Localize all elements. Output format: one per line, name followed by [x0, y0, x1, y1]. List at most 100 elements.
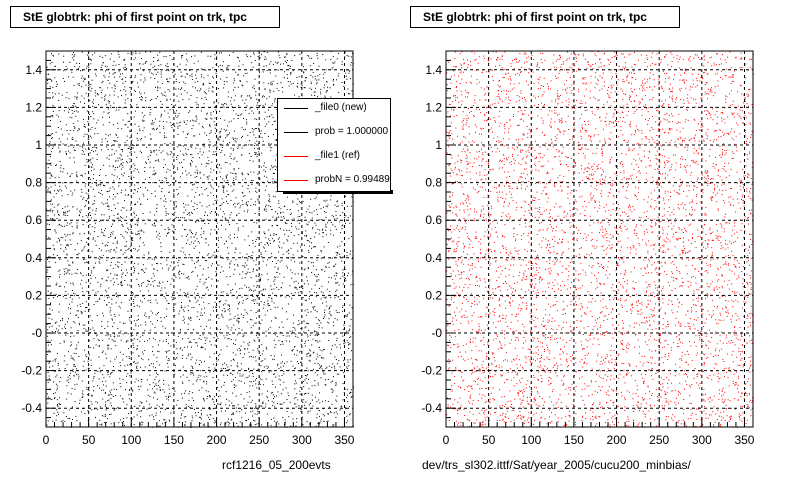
scatter-point: [223, 191, 225, 193]
scatter-point: [202, 347, 204, 349]
scatter-point: [113, 188, 115, 190]
scatter-point: [138, 171, 140, 173]
scatter-point: [108, 338, 110, 340]
scatter-point: [102, 116, 104, 118]
scatter-point: [126, 160, 128, 162]
scatter-point: [327, 413, 329, 414]
scatter-point: [250, 327, 252, 329]
scatter-point: [212, 153, 214, 155]
scatter-point: [139, 150, 141, 152]
scatter-point: [256, 191, 258, 193]
scatter-point: [155, 73, 157, 75]
scatter-point: [260, 290, 262, 292]
scatter-point: [129, 390, 131, 391]
scatter-point: [263, 175, 265, 177]
scatter-point: [172, 236, 174, 238]
scatter-point: [152, 346, 154, 348]
scatter-point: [73, 364, 75, 366]
scatter-point: [87, 394, 88, 396]
scatter-point: [192, 270, 194, 272]
scatter-point: [177, 134, 179, 135]
scatter-point: [199, 296, 200, 298]
scatter-point: [130, 229, 132, 230]
scatter-point: [96, 153, 98, 155]
scatter-point: [219, 64, 221, 66]
scatter-point: [219, 149, 221, 150]
scatter-point: [253, 222, 255, 223]
scatter-point: [266, 123, 268, 125]
scatter-point: [286, 74, 288, 76]
scatter-point: [201, 346, 203, 348]
scatter-point: [336, 312, 338, 313]
scatter-point: [191, 161, 193, 163]
scatter-point: [221, 315, 223, 317]
scatter-point: [157, 374, 159, 375]
scatter-point: [83, 77, 85, 79]
scatter-point: [282, 253, 284, 255]
scatter-point: [228, 400, 230, 402]
scatter-point: [183, 154, 185, 156]
scatter-point: [176, 122, 178, 124]
scatter-point: [137, 132, 138, 134]
scatter-point: [184, 254, 186, 256]
scatter-point: [188, 405, 189, 407]
scatter-point: [320, 420, 322, 422]
scatter-point: [90, 364, 92, 366]
scatter-point: [206, 206, 208, 208]
scatter-point: [141, 421, 143, 423]
scatter-point: [305, 326, 307, 328]
scatter-point: [171, 299, 173, 301]
scatter-point: [337, 200, 339, 202]
scatter-point: [101, 82, 103, 84]
scatter-point: [214, 117, 216, 119]
scatter-point: [103, 185, 105, 187]
scatter-point: [264, 56, 266, 58]
scatter-point: [267, 200, 269, 202]
scatter-point: [135, 51, 137, 53]
scatter-point: [277, 306, 279, 308]
scatter-point: [96, 122, 98, 124]
scatter-point: [131, 140, 133, 142]
scatter-point: [209, 395, 211, 397]
scatter-point: [164, 110, 166, 112]
scatter-point: [271, 167, 273, 169]
scatter-point: [235, 407, 237, 409]
scatter-point: [343, 328, 345, 330]
scatter-point: [252, 240, 254, 241]
scatter-point: [195, 77, 197, 79]
scatter-point: [79, 214, 80, 216]
scatter-point: [315, 292, 317, 294]
scatter-point: [160, 191, 162, 193]
scatter-point: [259, 136, 261, 138]
scatter-point: [47, 215, 49, 217]
scatter-point: [265, 65, 267, 67]
scatter-point: [221, 310, 223, 312]
scatter-point: [206, 112, 208, 114]
scatter-point: [67, 260, 69, 262]
scatter-point: [55, 86, 57, 87]
scatter-point: [231, 418, 233, 420]
scatter-point: [108, 394, 109, 396]
scatter-point: [191, 259, 193, 261]
scatter-point: [192, 86, 194, 88]
scatter-point: [144, 114, 146, 116]
scatter-point: [324, 270, 326, 272]
scatter-point: [316, 323, 318, 325]
scatter-point: [110, 392, 111, 394]
scatter-point: [241, 287, 243, 289]
scatter-point: [54, 190, 55, 192]
scatter-point: [212, 306, 214, 308]
scatter-point: [105, 385, 107, 387]
scatter-point: [132, 390, 134, 392]
scatter-point: [220, 118, 221, 120]
scatter-point: [95, 344, 97, 346]
scatter-point: [78, 129, 80, 131]
scatter-point: [250, 277, 252, 279]
scatter-point: [54, 93, 56, 95]
scatter-point: [230, 339, 232, 341]
scatter-point: [142, 193, 144, 195]
scatter-point: [212, 399, 214, 401]
scatter-point: [67, 68, 69, 70]
scatter-point: [136, 334, 138, 336]
scatter-point: [316, 401, 318, 403]
